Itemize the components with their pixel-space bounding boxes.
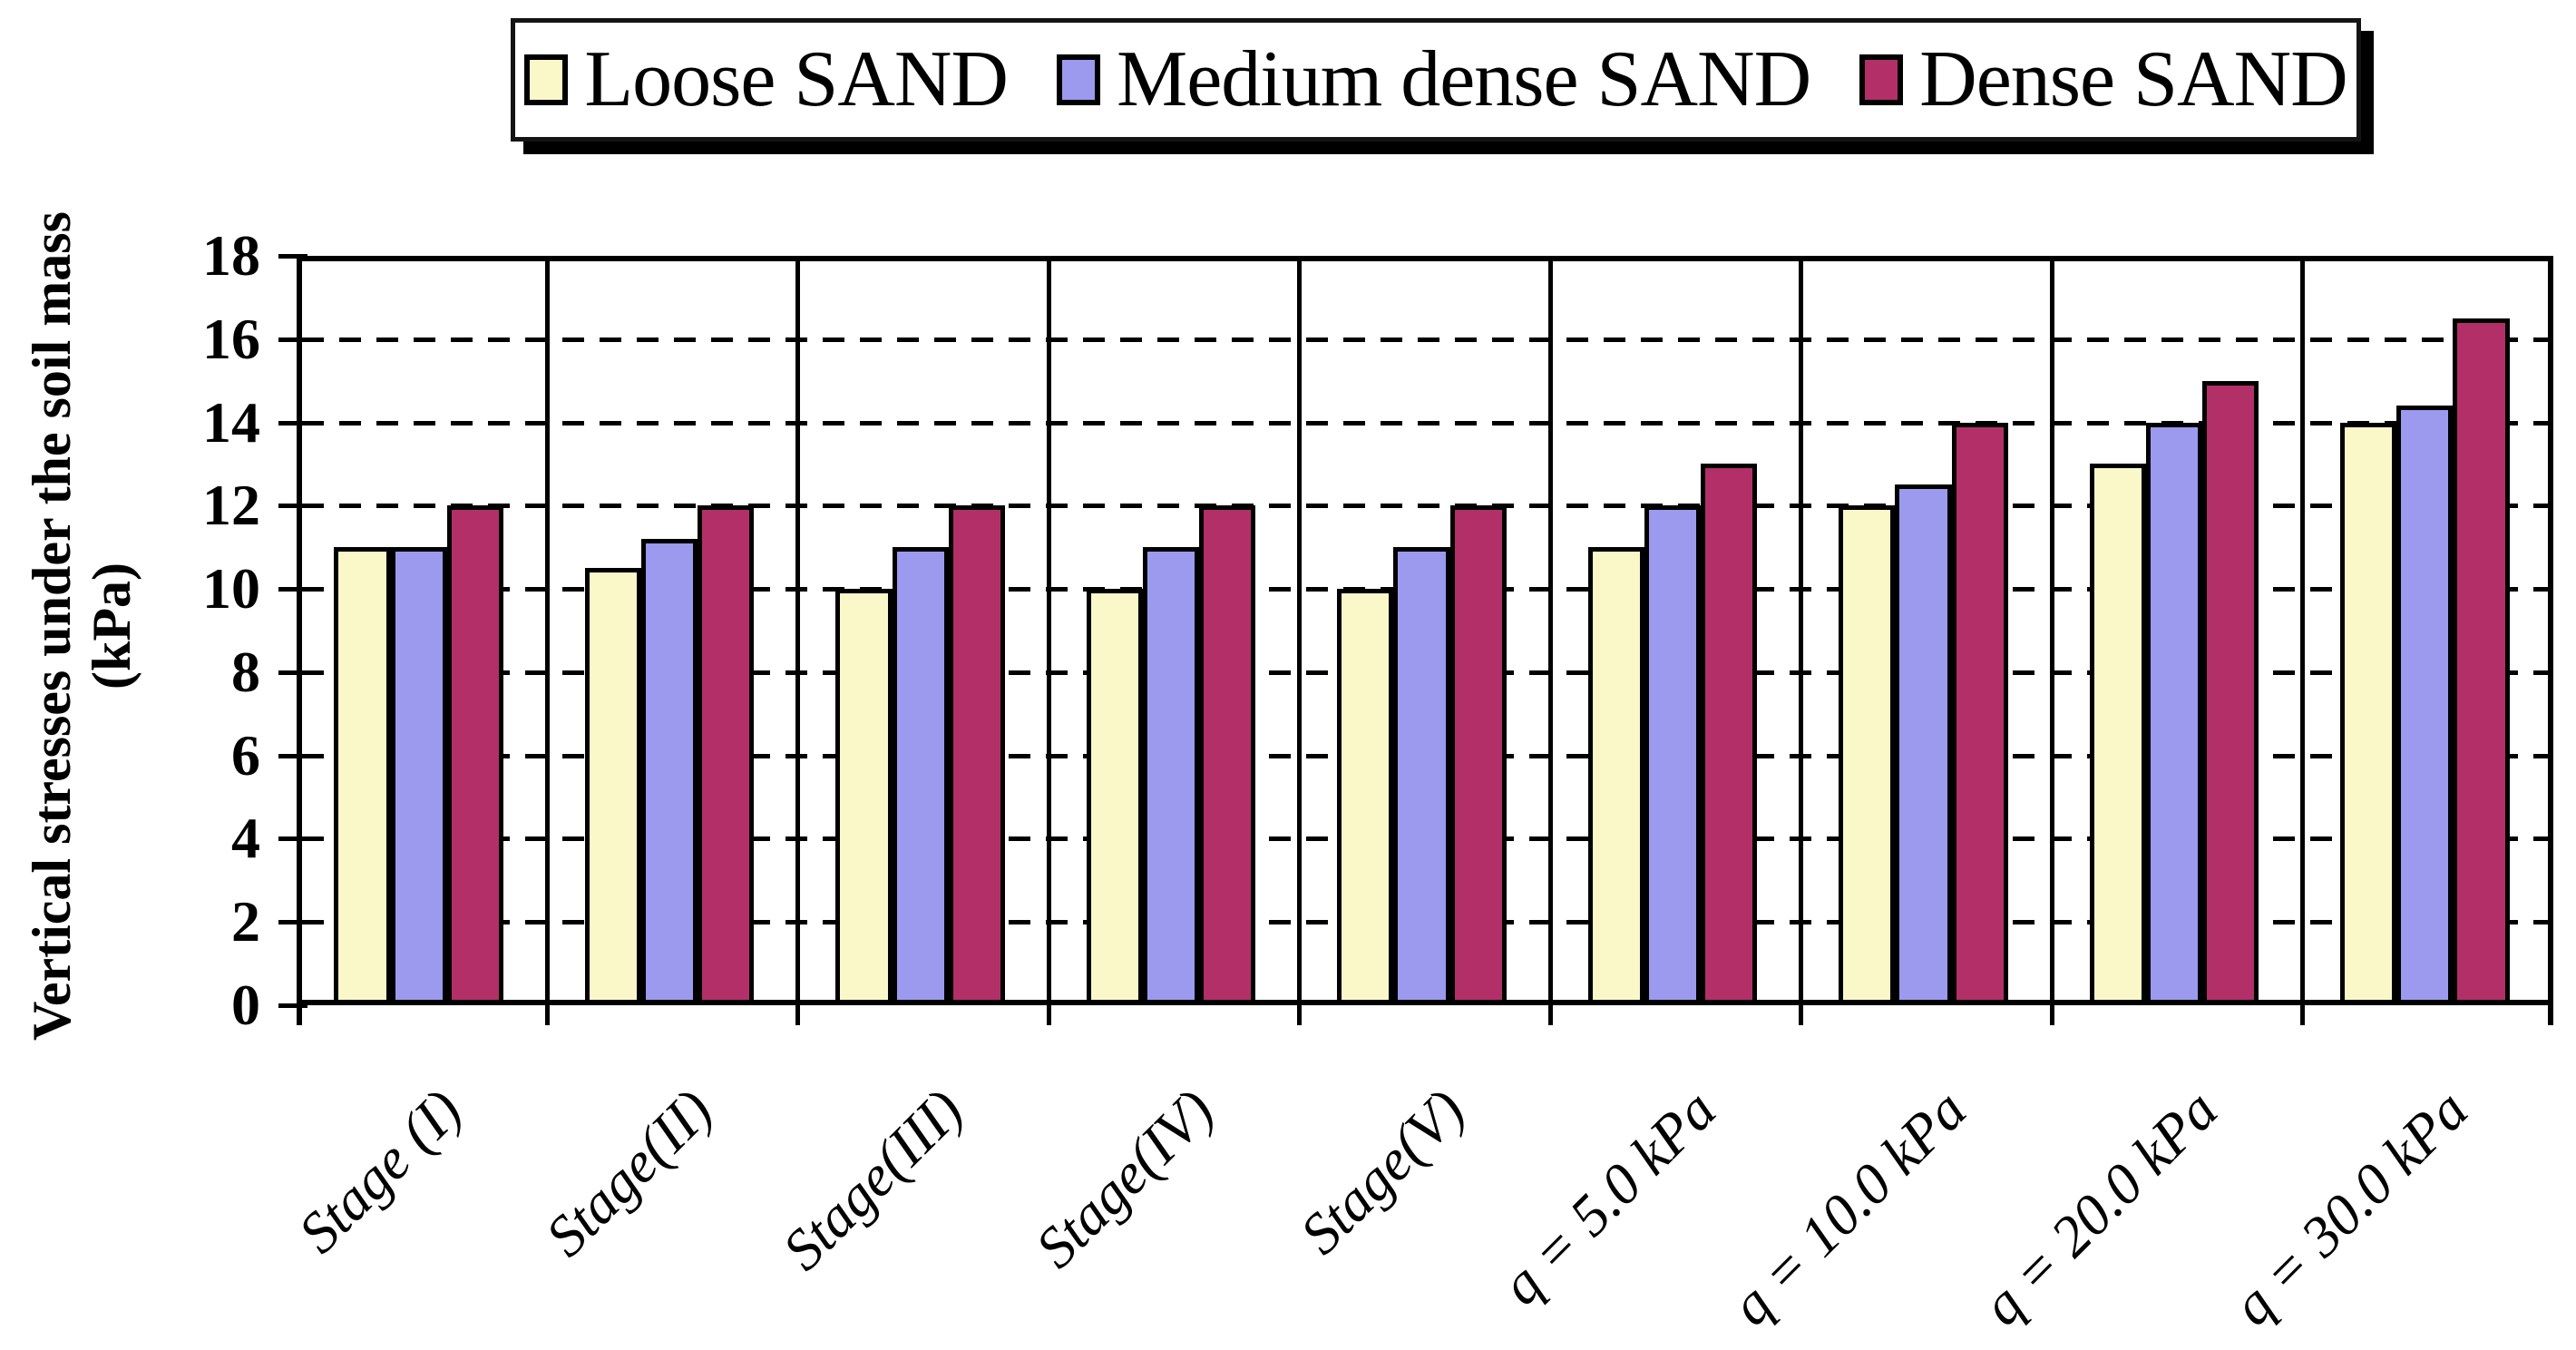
gridline-14 <box>302 420 2548 426</box>
category-separator-4 <box>1297 256 1303 1025</box>
plot-area: 0 2 4 6 8 10 12 14 16 18 Stage (I) Stage(II) Stage(I… <box>202 225 2553 1337</box>
legend-swatch-dense-sand <box>1859 54 1904 105</box>
x-category-label-9: q = 30.0 kPa <box>2220 1077 2481 1338</box>
legend-swatch-medium-dense-sand <box>1056 54 1100 105</box>
bar-dense-sand-3 <box>948 505 1005 1005</box>
category-separator-6 <box>1799 256 1804 1025</box>
x-category-label-7: q = 10.0 kPa <box>1718 1077 1979 1338</box>
x-category-label-4: Stage(IV) <box>1023 1077 1226 1280</box>
y-axis-title-line1: Vertical stresses under the soil mass <box>22 211 82 1041</box>
gridline-12 <box>302 504 2548 509</box>
y-tick-label-18: 18 <box>202 223 260 288</box>
bar-loose-sand-7 <box>1839 505 1896 1005</box>
category-separator-3 <box>1046 256 1051 1025</box>
x-category-label-2: Stage(II) <box>533 1077 726 1269</box>
bar-dense-sand-7 <box>1951 422 2008 1005</box>
bar-dense-sand-4 <box>1199 505 1256 1005</box>
y-axis-title: Vertical stresses under the soil mass (k… <box>22 36 141 1216</box>
category-separator-2 <box>795 256 801 1025</box>
category-separator-1 <box>544 256 550 1025</box>
bar-dense-sand-2 <box>698 505 755 1005</box>
bar-medium-dense-sand-5 <box>1393 547 1450 1005</box>
gridline-16 <box>302 337 2548 342</box>
y-axis-title-line2: (kPa) <box>82 562 141 690</box>
y-tick-label-0: 0 <box>231 973 260 1037</box>
x-category-label-1: Stage (I) <box>286 1077 474 1266</box>
bar-medium-dense-sand-7 <box>1895 484 1952 1005</box>
x-category-label-3: Stage(III) <box>770 1077 976 1283</box>
plot-frame-bottom <box>297 1000 2553 1005</box>
y-tick-8 <box>278 670 307 675</box>
bar-medium-dense-sand-9 <box>2396 406 2454 1005</box>
bar-medium-dense-sand-6 <box>1644 505 1702 1005</box>
y-tick-2 <box>278 920 307 925</box>
bar-medium-dense-sand-1 <box>390 547 447 1005</box>
y-tick-14 <box>278 420 307 426</box>
category-separator-5 <box>1547 256 1553 1025</box>
bar-loose-sand-5 <box>1337 589 1394 1005</box>
y-tick-label-14: 14 <box>202 389 260 455</box>
y-tick-label-10: 10 <box>202 556 260 621</box>
y-tick-label-8: 8 <box>231 639 260 704</box>
bar-dense-sand-6 <box>1701 464 1758 1005</box>
bar-dense-sand-9 <box>2453 318 2510 1005</box>
y-tick-0 <box>278 1003 307 1008</box>
legend-item-medium-dense-sand: Medium dense SAND <box>1056 35 1811 123</box>
legend: Loose SAND Medium dense SAND Dense SAND <box>511 18 2361 142</box>
y-tick-label-6: 6 <box>231 722 260 788</box>
bar-loose-sand-2 <box>584 568 642 1005</box>
legend-label-dense-sand: Dense SAND <box>1919 35 2348 123</box>
plot-frame-top <box>297 256 2553 261</box>
x-category-label-5: Stage(V) <box>1287 1077 1478 1267</box>
bar-medium-dense-sand-8 <box>2145 422 2202 1005</box>
bar-loose-sand-8 <box>2089 464 2146 1005</box>
y-tick-12 <box>278 504 307 509</box>
y-tick-label-16: 16 <box>202 306 260 371</box>
category-separator-8 <box>2300 256 2306 1025</box>
x-category-label-8: q = 20.0 kPa <box>1968 1077 2230 1338</box>
y-tick-label-4: 4 <box>231 806 260 871</box>
y-tick-10 <box>278 587 307 592</box>
bar-loose-sand-3 <box>835 589 893 1005</box>
bar-loose-sand-4 <box>1086 589 1143 1005</box>
legend-swatch-loose-sand <box>524 54 569 105</box>
bar-medium-dense-sand-3 <box>892 547 949 1005</box>
y-tick-label-12: 12 <box>202 473 260 538</box>
bar-medium-dense-sand-4 <box>1143 547 1200 1005</box>
y-tick-16 <box>278 337 307 342</box>
plot-frame-right <box>2548 256 2553 1025</box>
y-tick-4 <box>278 836 307 842</box>
plot-frame-left <box>297 256 302 1025</box>
legend-item-dense-sand: Dense SAND <box>1859 35 2348 123</box>
bar-dense-sand-5 <box>1449 505 1507 1005</box>
bar-dense-sand-1 <box>446 505 504 1005</box>
x-category-label-6: q = 5.0 kPa <box>1488 1077 1728 1317</box>
y-tick-18 <box>278 254 307 259</box>
category-separator-7 <box>2049 256 2054 1025</box>
y-tick-label-2: 2 <box>231 889 260 954</box>
legend-label-medium-dense-sand: Medium dense SAND <box>1116 35 1811 123</box>
legend-label-loose-sand: Loose SAND <box>584 35 1009 123</box>
bar-loose-sand-1 <box>334 547 391 1005</box>
y-tick-6 <box>278 753 307 758</box>
legend-item-loose-sand: Loose SAND <box>524 35 1009 123</box>
bar-dense-sand-8 <box>2201 380 2259 1005</box>
bar-loose-sand-9 <box>2340 422 2397 1005</box>
bar-medium-dense-sand-2 <box>641 539 698 1005</box>
bar-loose-sand-6 <box>1587 547 1644 1005</box>
